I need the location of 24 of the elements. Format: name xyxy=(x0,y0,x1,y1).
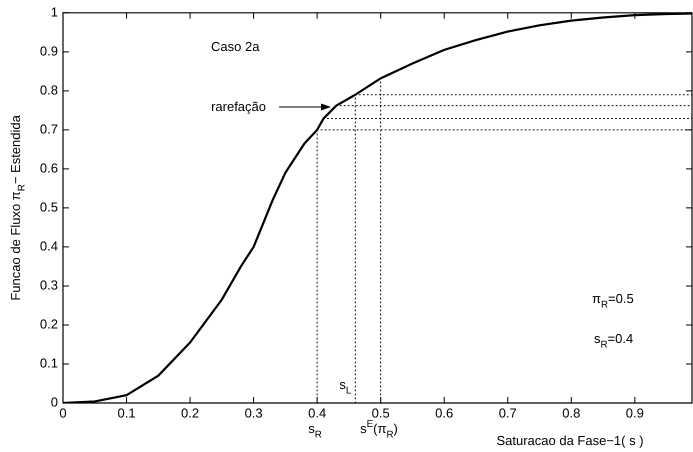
y-tick-label: 1 xyxy=(50,4,58,20)
y-axis-title: Funcao de Fluxo πR− Estendida xyxy=(8,114,28,301)
x-tick-label: 0.7 xyxy=(498,405,517,420)
annotation: Caso 2a xyxy=(211,38,260,54)
y-tick-label: 0.6 xyxy=(40,160,58,176)
y-tick-label: 0.9 xyxy=(40,43,58,58)
y-tick-label: 0.8 xyxy=(40,82,58,98)
annotation: rarefação xyxy=(211,99,266,114)
x-tick-label: 0.2 xyxy=(181,405,200,420)
y-tick-label: 0.4 xyxy=(40,238,58,254)
x-tick-label: 0.3 xyxy=(244,405,263,420)
y-tick-label: 0.7 xyxy=(40,121,58,136)
x-axis-title: Saturacao da Fase−1( s ) xyxy=(496,433,644,448)
x-tick-label: 0.9 xyxy=(626,405,644,420)
y-tick-label: 0.5 xyxy=(40,199,58,214)
x-tick-label: 0.4 xyxy=(308,405,326,420)
x-tick-label: 0.5 xyxy=(372,405,390,420)
x-tick-label: 0.1 xyxy=(117,405,136,420)
y-tick-label: 0.2 xyxy=(40,316,58,332)
x-tick-label: 0.6 xyxy=(435,405,454,420)
y-tick-label: 0.3 xyxy=(40,278,58,293)
y-tick-label: 0.1 xyxy=(40,356,58,371)
x-tick-label: 0.8 xyxy=(562,405,580,420)
y-tick-label: 0 xyxy=(50,394,58,410)
